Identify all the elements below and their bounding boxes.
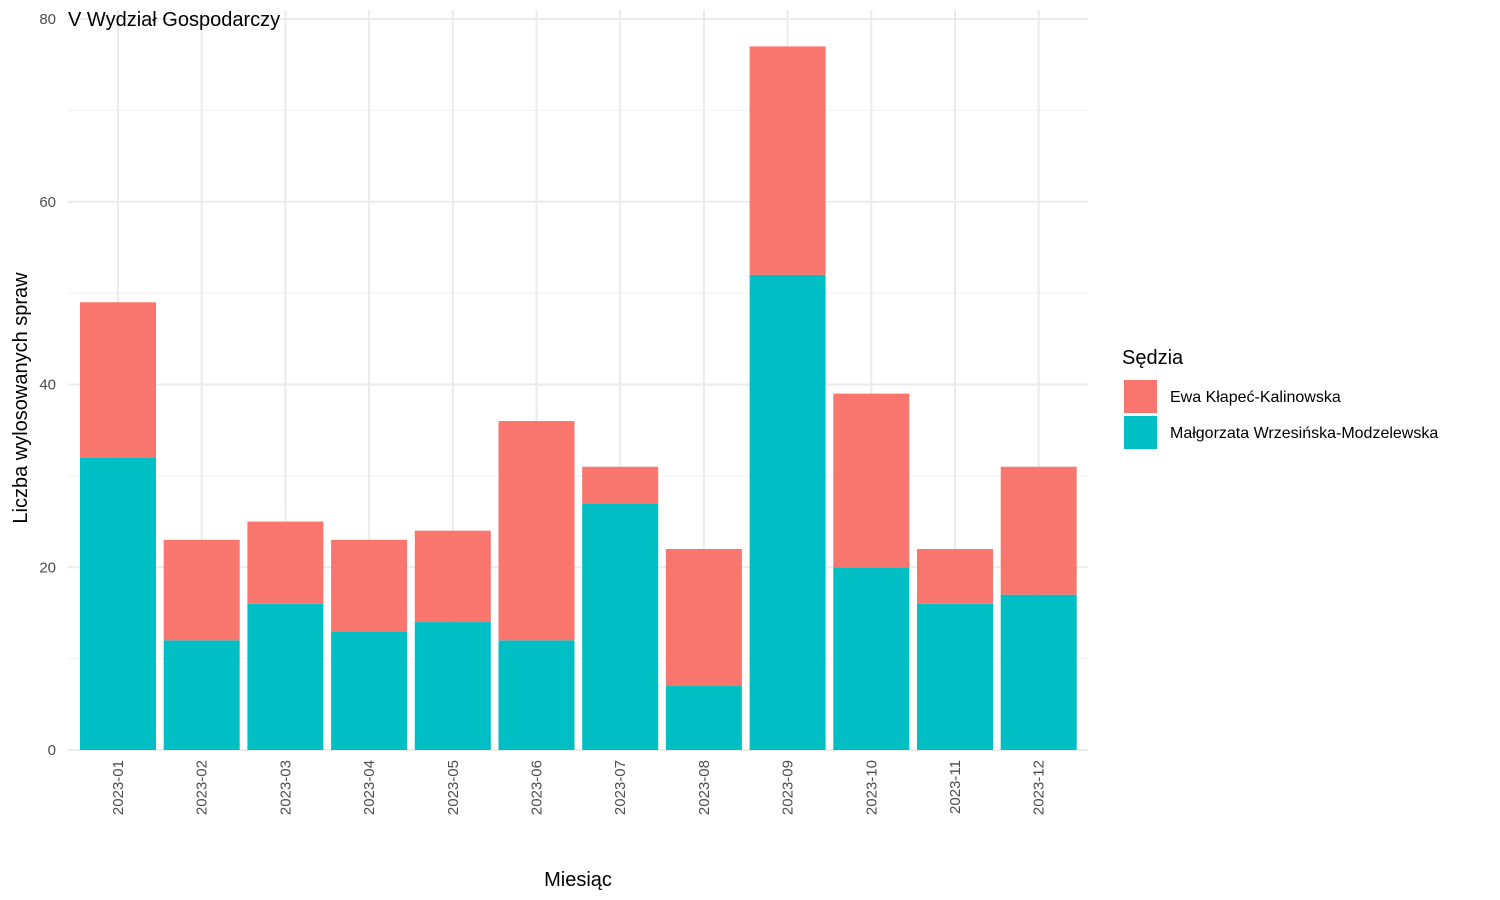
bar-segment — [80, 302, 156, 458]
x-tick-label: 2023-08 — [696, 760, 713, 815]
bar-segment — [582, 503, 659, 750]
bar-segment — [414, 622, 491, 750]
x-tick-label: 2023-03 — [277, 760, 294, 815]
legend-label: Małgorzata Wrzesińska-Modzelewska — [1170, 425, 1438, 442]
bar-segment — [498, 421, 575, 641]
y-tick-label: 40 — [39, 377, 56, 394]
y-tick-label: 60 — [39, 194, 56, 211]
legend-key — [1124, 380, 1157, 413]
bars-layer — [80, 46, 1077, 750]
bar-segment — [163, 640, 240, 750]
x-axis-tick-labels: 2023-01 2023-02 2023-03 2023-04 2023-05 2023-… — [110, 760, 1048, 815]
y-tick-label: 20 — [39, 559, 56, 576]
bar-segment — [665, 548, 742, 687]
bar-segment — [749, 46, 826, 275]
x-tick-label: 2023-06 — [529, 760, 546, 815]
x-tick-label: 2023-01 — [110, 760, 127, 815]
x-tick-label: 2023-09 — [780, 760, 797, 815]
y-axis-tick-labels: 0 20 40 60 80 — [39, 11, 56, 759]
y-tick-label: 0 — [48, 742, 56, 759]
bar-segment — [498, 640, 575, 750]
x-tick-label: 2023-04 — [361, 760, 378, 815]
bar-segment — [247, 603, 324, 750]
y-tick-label: 80 — [39, 11, 56, 28]
x-tick-label: 2023-02 — [194, 760, 211, 815]
bar-segment — [749, 274, 826, 750]
x-tick-label: 2023-11 — [947, 760, 964, 814]
legend-key — [1124, 416, 1157, 449]
bar-segment — [1000, 466, 1077, 595]
legend: Sędzia Ewa Kłapeć-Kalinowska Małgorzata W… — [1122, 347, 1438, 449]
bar-segment — [331, 539, 408, 632]
bar-segment — [163, 539, 240, 641]
bar-segment — [917, 603, 993, 750]
x-tick-label: 2023-12 — [1031, 760, 1048, 815]
bar-segment — [917, 548, 993, 604]
legend-title: Sędzia — [1122, 347, 1184, 369]
y-axis-title: Liczba wylosowanych spraw — [10, 272, 32, 524]
bar-segment — [833, 393, 910, 568]
chart-annotation: V Wydział Gospodarczy — [68, 9, 280, 31]
bar-segment — [833, 567, 910, 750]
bar-segment — [1000, 594, 1077, 750]
bar-segment — [247, 521, 324, 604]
bar-segment — [80, 457, 156, 750]
x-tick-label: 2023-07 — [612, 760, 629, 815]
bar-segment — [582, 466, 659, 504]
legend-label: Ewa Kłapeć-Kalinowska — [1170, 389, 1341, 406]
bar-segment — [331, 631, 408, 750]
x-tick-label: 2023-05 — [445, 760, 462, 815]
bar-segment — [665, 686, 742, 750]
bar-segment — [414, 530, 491, 623]
x-tick-label: 2023-10 — [863, 760, 880, 815]
x-axis-title: Miesiąc — [544, 869, 612, 891]
